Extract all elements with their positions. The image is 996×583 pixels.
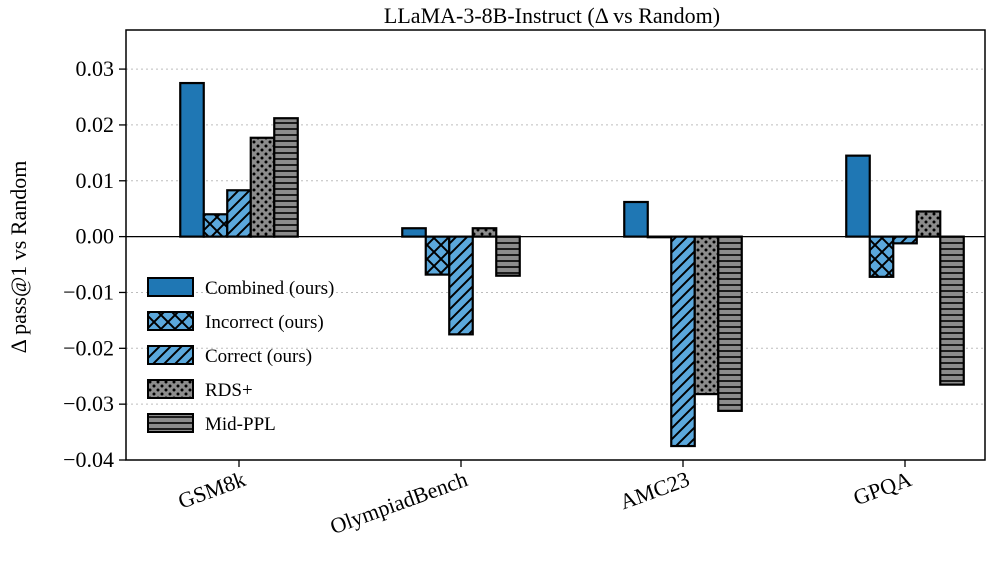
- y-tick-label: −0.02: [63, 335, 114, 360]
- bar-gsm8k-4: [273, 117, 299, 238]
- y-tick-label: −0.03: [63, 391, 114, 416]
- x-tick-label: OlympiadBench: [327, 466, 471, 539]
- legend: Combined (ours) Incorrect (ours) Correct (…: [147, 277, 334, 435]
- legend-label: Incorrect (ours): [205, 312, 324, 333]
- bar-gpqa-3: [915, 210, 942, 238]
- bar-gpqa-1: [868, 235, 895, 278]
- bar-olympiadbench-0: [401, 227, 427, 238]
- plot-frame: [125, 29, 986, 461]
- legend-swatch: [147, 379, 194, 399]
- y-tick-label: −0.04: [63, 447, 114, 472]
- legend-label: Correct (ours): [205, 346, 312, 367]
- bar-gsm8k-1: [202, 213, 229, 238]
- bar-olympiadbench-2: [448, 235, 474, 336]
- bar-olympiadbench-3: [471, 227, 498, 238]
- x-axis: GSM8k OlympiadBench AMC23 GPQA: [175, 460, 915, 539]
- y-axis: 0.03 0.02 0.01 0.00 −0.01 −0.02 −0.03 −0.04: [63, 56, 126, 472]
- bar-gpqa-2: [892, 235, 918, 245]
- bar-gpqa-0: [845, 154, 871, 238]
- bar-gsm8k-3: [249, 136, 276, 238]
- bar-amc23-0: [623, 200, 649, 238]
- x-tick-label: AMC23: [616, 466, 692, 514]
- bars: [179, 81, 965, 448]
- legend-label: Combined (ours): [205, 278, 334, 299]
- bar-olympiadbench-1: [424, 235, 451, 276]
- x-tick-label: GPQA: [850, 466, 915, 510]
- legend-label: Mid-PPL: [205, 414, 276, 435]
- bar-amc23-2: [670, 235, 696, 448]
- legend-swatch: [147, 311, 194, 331]
- legend-label: RDS+: [205, 380, 253, 401]
- y-tick-label: 0.02: [76, 112, 115, 137]
- x-tick-label: GSM8k: [175, 466, 249, 513]
- legend-swatch: [147, 413, 194, 433]
- y-axis-label: Δ pass@1 vs Random: [6, 161, 31, 354]
- y-tick-label: 0.00: [76, 224, 115, 249]
- bar-gsm8k-2: [226, 189, 252, 238]
- legend-swatch: [147, 277, 194, 297]
- legend-swatch: [147, 345, 194, 365]
- bar-gsm8k-0: [179, 81, 205, 238]
- chart-title: LLaMA-3-8B-Instruct (Δ vs Random): [384, 3, 720, 28]
- bar-amc23-3: [693, 235, 720, 396]
- bar-amc23-4: [717, 235, 743, 412]
- gridlines: [126, 68, 985, 461]
- y-tick-label: 0.03: [76, 56, 115, 81]
- bar-olympiadbench-4: [495, 235, 521, 277]
- bar-gpqa-4: [939, 235, 965, 386]
- y-tick-label: 0.01: [76, 168, 115, 193]
- y-tick-label: −0.01: [63, 279, 114, 304]
